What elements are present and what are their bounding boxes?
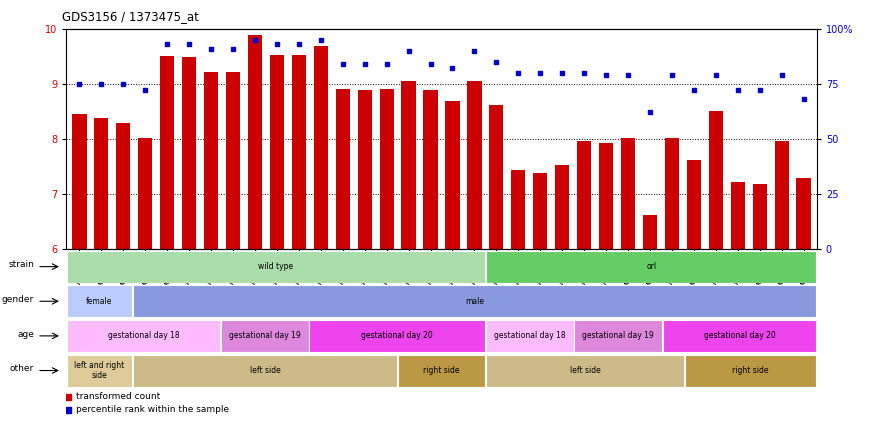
Bar <box>67 355 132 386</box>
Bar <box>423 91 438 249</box>
Bar <box>752 184 766 249</box>
Bar <box>489 105 503 249</box>
Bar <box>291 55 306 249</box>
Text: male: male <box>465 297 484 306</box>
Text: gender: gender <box>2 295 34 304</box>
Text: GDS3156 / 1373475_at: GDS3156 / 1373475_at <box>63 10 200 23</box>
Bar <box>511 170 525 249</box>
Bar <box>486 250 817 283</box>
Bar <box>577 142 592 249</box>
Text: gestational day 18: gestational day 18 <box>494 331 566 341</box>
Bar <box>67 285 132 317</box>
Bar <box>309 320 486 352</box>
Text: gestational day 18: gestational day 18 <box>108 331 179 341</box>
Bar <box>486 355 684 386</box>
Bar <box>774 142 789 249</box>
Bar <box>336 89 350 249</box>
Bar <box>621 138 635 249</box>
Text: right side: right side <box>732 366 769 375</box>
Bar <box>138 138 153 249</box>
Text: gestational day 20: gestational day 20 <box>704 331 775 341</box>
Bar <box>402 81 416 249</box>
Bar <box>313 47 328 249</box>
Bar <box>709 111 723 249</box>
Text: percentile rank within the sample: percentile rank within the sample <box>76 405 229 414</box>
Bar <box>445 101 460 249</box>
Text: gestational day 19: gestational day 19 <box>582 331 654 341</box>
Text: left side: left side <box>250 366 280 375</box>
Bar <box>730 182 745 249</box>
Bar <box>555 165 570 249</box>
Bar <box>687 160 701 249</box>
Bar <box>663 320 817 352</box>
Bar <box>248 36 262 249</box>
Bar <box>358 91 372 249</box>
Bar <box>796 178 811 249</box>
Bar <box>467 81 481 249</box>
Bar <box>486 320 574 352</box>
Bar <box>398 355 486 386</box>
Text: strain: strain <box>8 261 34 270</box>
Text: wild type: wild type <box>259 262 293 271</box>
Bar <box>160 56 174 249</box>
Bar <box>380 89 394 249</box>
Bar <box>72 114 87 249</box>
Bar <box>643 214 657 249</box>
Bar <box>599 143 613 249</box>
Text: female: female <box>87 297 112 306</box>
Text: age: age <box>17 330 34 339</box>
Bar <box>226 72 240 249</box>
Bar <box>685 355 816 386</box>
Bar <box>221 320 309 352</box>
Text: gestational day 20: gestational day 20 <box>361 331 434 341</box>
Bar <box>117 123 131 249</box>
Text: left side: left side <box>570 366 600 375</box>
Bar <box>67 250 486 283</box>
Text: transformed count: transformed count <box>76 392 160 401</box>
Bar <box>270 55 284 249</box>
Text: gestational day 19: gestational day 19 <box>229 331 301 341</box>
Bar <box>533 173 547 249</box>
Bar <box>133 355 397 386</box>
Text: left and right
side: left and right side <box>74 361 125 380</box>
Text: orl: orl <box>646 262 656 271</box>
Bar <box>94 118 109 249</box>
Bar <box>182 57 196 249</box>
Bar <box>67 320 221 352</box>
Bar <box>665 138 679 249</box>
Text: right side: right side <box>423 366 460 375</box>
Bar <box>575 320 662 352</box>
Text: other: other <box>10 365 34 373</box>
Bar <box>204 72 218 249</box>
